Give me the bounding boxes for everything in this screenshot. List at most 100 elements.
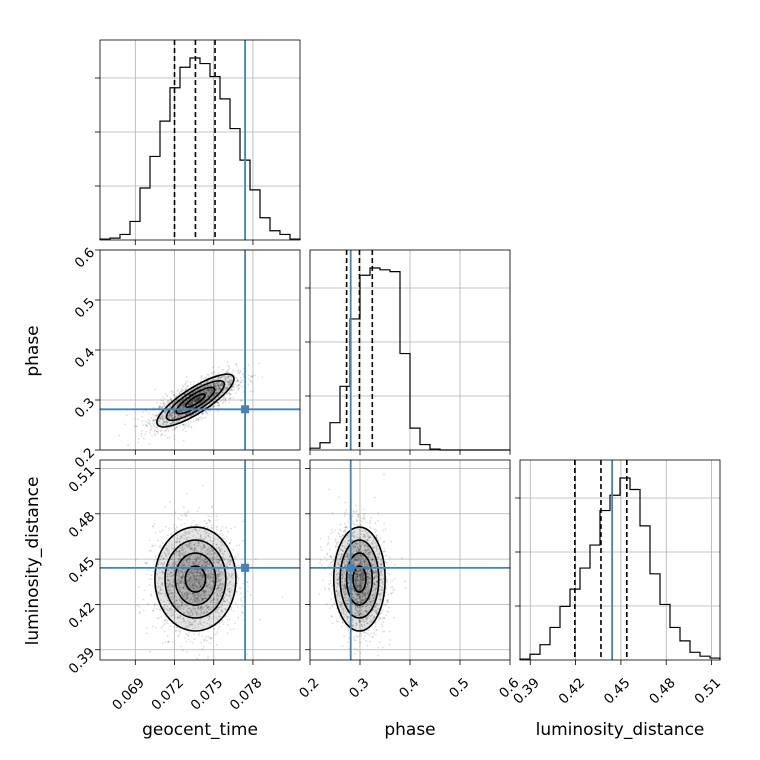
sample-point	[208, 390, 210, 393]
x-tick-label-geocent_time: 0.069	[109, 675, 148, 714]
sample-point	[199, 396, 201, 398]
sample-point	[225, 526, 228, 529]
sample-point	[166, 401, 169, 404]
sample-point	[196, 398, 199, 401]
sample-point	[197, 634, 200, 636]
sample-point	[186, 384, 189, 387]
sample-point	[151, 420, 154, 423]
sample-point	[195, 419, 198, 422]
sample-point	[160, 406, 163, 408]
sample-point	[228, 380, 231, 383]
sample-point	[225, 387, 228, 390]
sample-point	[194, 398, 196, 401]
sample-point	[173, 435, 175, 438]
sample-point	[217, 381, 219, 384]
sample-point	[221, 384, 224, 387]
sample-point	[163, 405, 166, 407]
sample-point	[189, 401, 192, 404]
sample-point	[227, 375, 230, 378]
sample-point	[351, 514, 354, 517]
sample-point	[168, 436, 171, 439]
sample-point	[170, 422, 173, 425]
sample-point	[203, 390, 206, 392]
sample-point	[205, 522, 208, 525]
sample-point	[226, 393, 229, 396]
sample-point	[226, 387, 229, 390]
sample-point	[159, 429, 162, 432]
sample-point	[167, 415, 169, 418]
sample-point	[219, 393, 222, 396]
sample-point	[182, 439, 185, 442]
sample-point	[165, 420, 168, 423]
sample-point	[154, 434, 157, 437]
sample-point	[224, 398, 227, 401]
sample-point	[194, 399, 196, 402]
sample-point	[208, 389, 211, 391]
sample-point	[177, 402, 180, 405]
sample-point	[133, 417, 136, 420]
sample-point	[230, 379, 233, 382]
sample-point	[175, 395, 177, 397]
sample-point	[198, 395, 201, 398]
sample-point	[209, 392, 212, 395]
sample-point	[199, 416, 202, 419]
sample-point	[182, 403, 185, 405]
sample-point	[173, 411, 176, 414]
sample-point	[189, 403, 192, 406]
sample-point	[199, 397, 202, 400]
sample-point	[216, 402, 219, 404]
sample-point	[234, 622, 236, 625]
sample-point	[197, 399, 200, 402]
sample-point	[246, 653, 249, 656]
sample-point	[261, 376, 264, 379]
sample-point	[205, 389, 208, 392]
sample-point	[150, 425, 153, 428]
sample-point	[208, 390, 211, 392]
sample-point	[242, 520, 245, 523]
sample-point	[213, 399, 215, 402]
sample-point	[199, 397, 202, 400]
sample-point	[182, 402, 185, 405]
sample-point	[153, 523, 156, 526]
sample-point	[138, 612, 141, 615]
sample-point	[219, 376, 222, 379]
sample-point	[190, 401, 192, 404]
sample-point	[154, 388, 157, 391]
sample-point	[182, 404, 185, 407]
sample-point	[217, 628, 220, 631]
histogram-geocent_time	[99, 57, 301, 240]
sample-point	[230, 527, 233, 530]
sample-point	[239, 369, 242, 372]
sample-point	[211, 366, 214, 369]
sample-point	[226, 371, 228, 374]
sample-point	[250, 375, 253, 378]
sample-point	[195, 401, 198, 403]
sample-point	[217, 377, 220, 380]
sample-point	[140, 432, 143, 435]
sample-point	[194, 399, 197, 402]
sample-point	[187, 391, 190, 393]
sample-point	[148, 412, 150, 415]
sample-point	[180, 524, 183, 526]
sample-point	[185, 385, 188, 388]
sample-point	[192, 406, 195, 409]
sample-point	[184, 512, 186, 515]
sample-point	[197, 410, 200, 413]
sample-point	[225, 615, 228, 618]
sample-point	[200, 397, 202, 400]
sample-point	[160, 616, 163, 618]
sample-point	[196, 400, 199, 402]
sample-point	[258, 362, 261, 365]
sample-point	[211, 401, 214, 404]
sample-point	[202, 399, 205, 402]
sample-point	[151, 544, 154, 547]
sample-point	[173, 530, 176, 533]
sample-point	[170, 399, 173, 402]
sample-point	[173, 394, 176, 397]
panel-geocent_time	[95, 39, 301, 245]
sample-point	[230, 389, 233, 392]
sample-point	[362, 514, 365, 517]
sample-point	[212, 395, 214, 397]
sample-point	[213, 384, 215, 387]
sample-point	[201, 412, 204, 415]
